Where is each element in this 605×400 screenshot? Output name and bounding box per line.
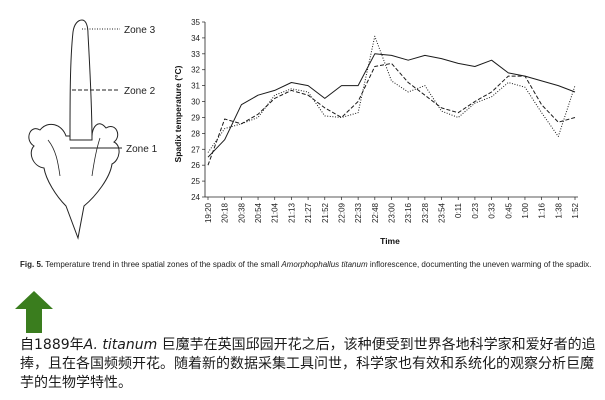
- y-tick-label: 31: [191, 82, 200, 91]
- y-tick-label: 29: [191, 113, 200, 122]
- x-axis-title: Time: [380, 236, 400, 246]
- zone-1-label: Zone 1: [126, 144, 158, 155]
- x-tick-label: 22:09: [337, 202, 346, 223]
- x-tick-label: 1:52: [571, 202, 580, 218]
- x-tick-label: 23:00: [388, 202, 397, 223]
- y-tick-label: 28: [191, 129, 200, 138]
- figure-number: Fig. 5.: [20, 260, 44, 269]
- body-text-rest: 巨魔芋在英国邱园开花之后，该种便受到世界各地科学家和爱好者的追捧，且在各国频频开…: [20, 337, 596, 391]
- x-tick-label: 22:33: [354, 202, 363, 223]
- y-tick-label: 25: [191, 177, 200, 186]
- caption-species: Amorphophallus titanum: [281, 260, 368, 269]
- body-text-start: 自1889年: [20, 337, 84, 353]
- x-tick-label: 19:20: [204, 202, 213, 223]
- temperature-chart: 24 25 26 27 28 29 30 31 32 33 34 35 19:20 20:18 20:38 2…: [173, 18, 580, 246]
- y-tick-label: 34: [191, 34, 200, 43]
- x-tick-label: 1:16: [538, 202, 547, 218]
- x-tick-label: 23:54: [438, 202, 447, 223]
- x-tick-label: 21:52: [321, 202, 330, 223]
- caption-text: Temperature trend in three spatial zones…: [43, 260, 282, 269]
- spathe-fold: [91, 137, 101, 177]
- zone-3-label: Zone 3: [124, 25, 156, 36]
- y-tick-label: 27: [191, 145, 200, 154]
- y-tick-label: 35: [191, 18, 200, 27]
- x-tick-label: 1:00: [521, 202, 530, 218]
- y-tick-label: 33: [191, 50, 200, 59]
- y-tick-label: 26: [191, 161, 200, 170]
- spadix-diagram: Zone 3 Zone 2 Zone 1: [28, 19, 158, 240]
- body-paragraph: 自1889年A. titanum 巨魔芋在英国邱园开花之后，该种便受到世界各地科…: [20, 336, 600, 393]
- x-tick-label: 22:48: [371, 202, 380, 223]
- y-axis-title: Spadix temperature (°C): [173, 65, 183, 162]
- up-arrow-icon: [15, 291, 53, 333]
- x-tick-label: 20:18: [221, 202, 230, 223]
- x-tick-label: 20:54: [254, 202, 263, 223]
- x-tick-label: 1:38: [554, 202, 563, 218]
- x-tick-label: 20:38: [237, 202, 246, 223]
- series-line-1: [207, 53, 576, 158]
- zone-2-label: Zone 2: [124, 86, 156, 97]
- y-tick-label: 32: [191, 66, 200, 75]
- spathe-fold: [47, 139, 61, 177]
- spathe-outline: [28, 123, 120, 240]
- x-tick-label: 0:33: [488, 202, 497, 218]
- x-tick-label: 0:45: [504, 202, 513, 218]
- caption-text-end: inflorescence, documenting the uneven wa…: [367, 260, 592, 269]
- x-tick-label: 21:13: [287, 202, 296, 223]
- x-tick-label: 21:04: [271, 202, 280, 223]
- x-tick-label: 23:28: [421, 202, 430, 223]
- x-tick-label: 0:23: [471, 202, 480, 218]
- x-tick-label: 21:27: [304, 202, 313, 223]
- figure-caption: Fig. 5. Temperature trend in three spati…: [20, 259, 595, 270]
- y-tick-label: 30: [191, 98, 200, 107]
- spadix-outline: [69, 19, 93, 141]
- body-species: A. titanum: [83, 337, 158, 353]
- series-line-2: [207, 62, 576, 166]
- chart-series: [207, 35, 576, 166]
- series-line-3: [207, 35, 576, 153]
- chart-axes: 24 25 26 27 28 29 30 31 32 33 34 35 19:20 20:18 20:38 2…: [191, 18, 580, 223]
- x-tick-label: 23:16: [404, 202, 413, 223]
- x-tick-label: 0:11: [454, 202, 463, 218]
- y-tick-label: 24: [191, 193, 200, 202]
